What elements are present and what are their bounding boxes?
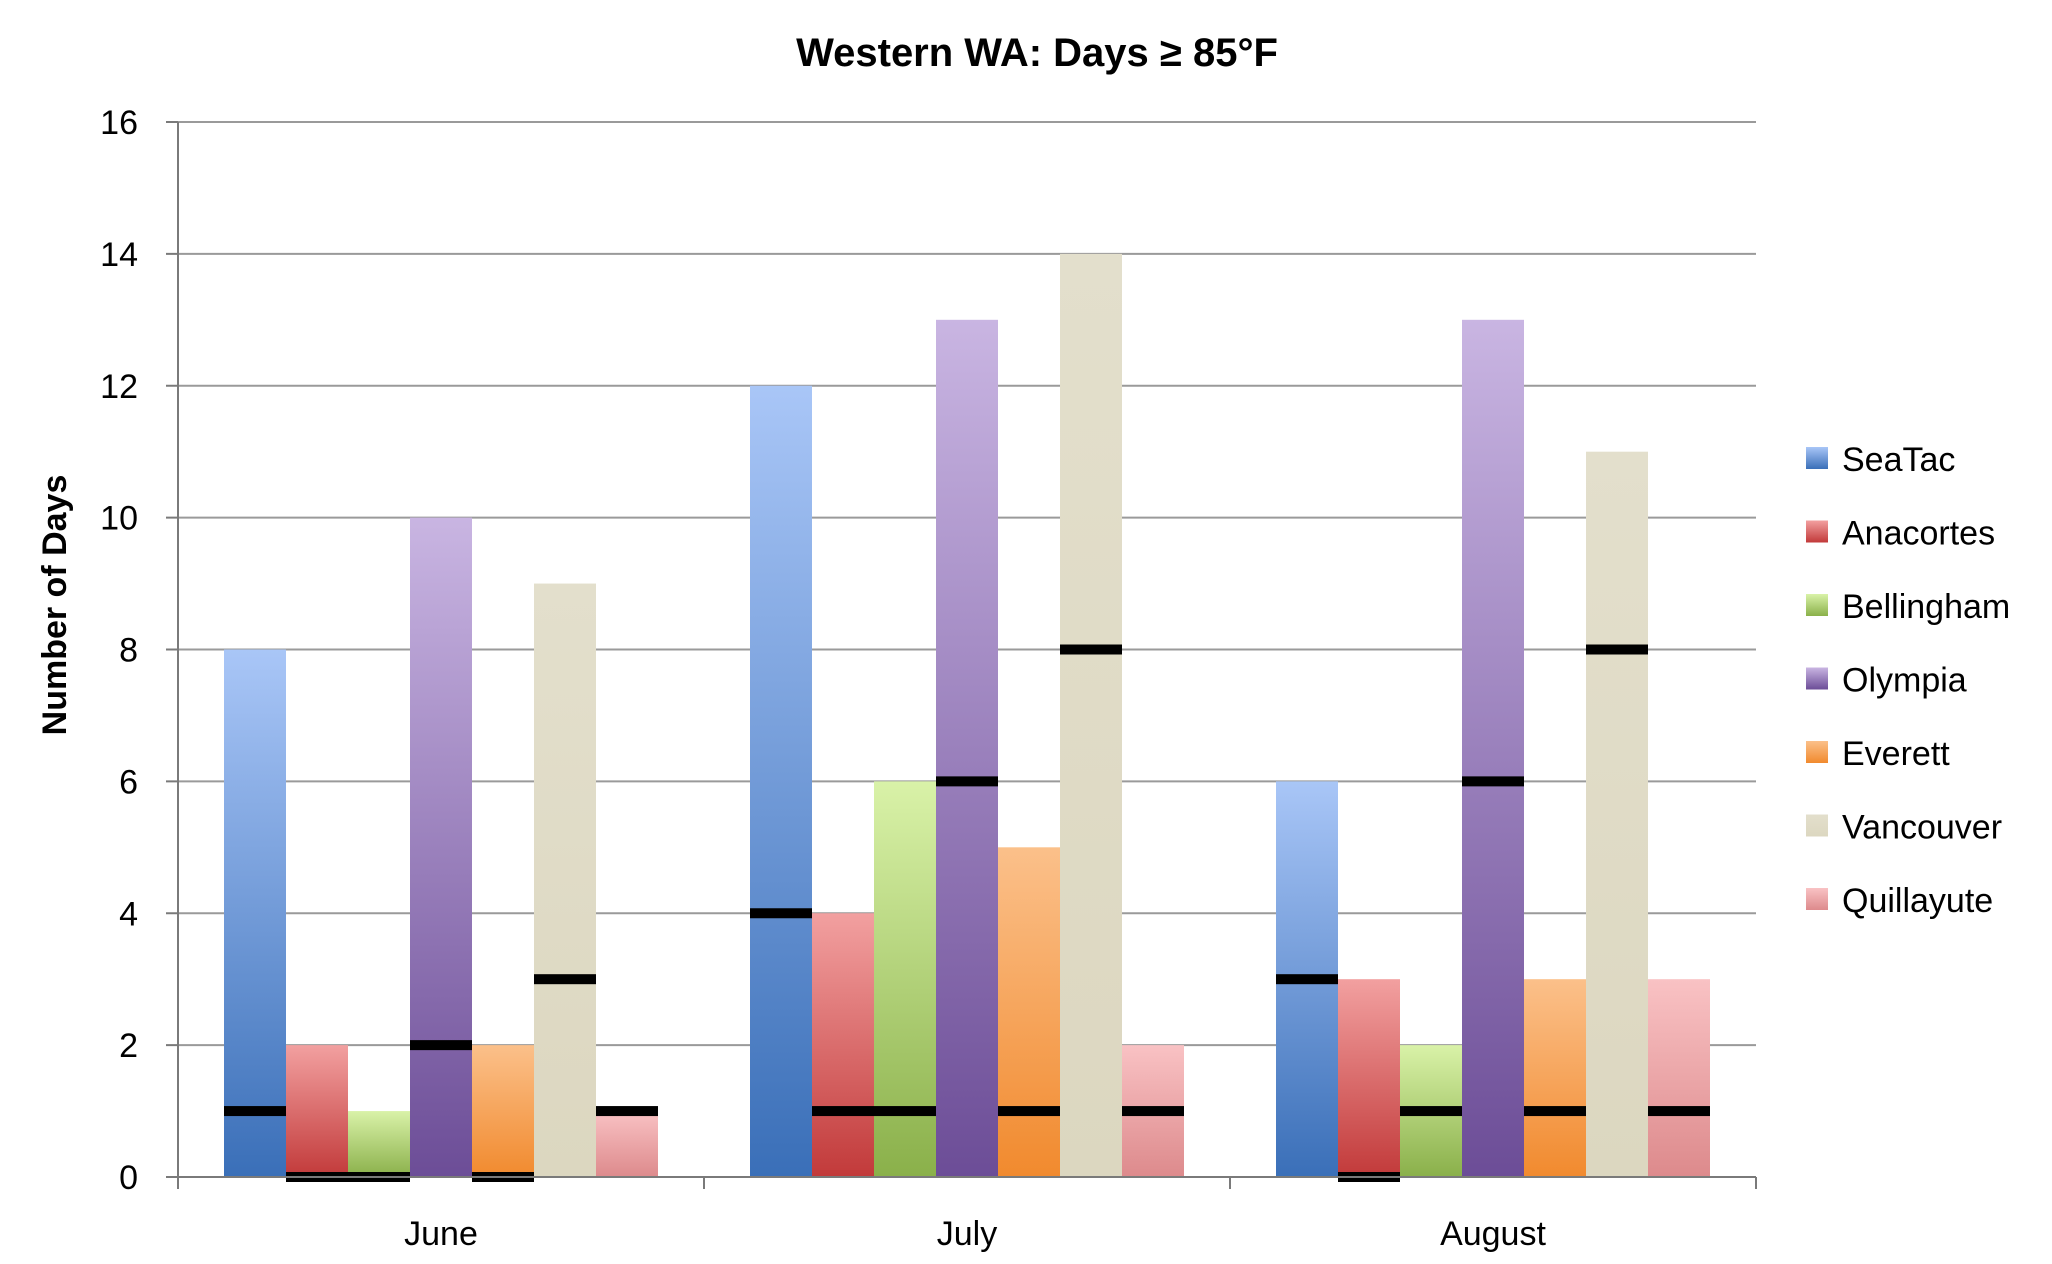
marker-olympia-june [410, 1040, 472, 1051]
y-tick-labels: 0 2 4 6 8 10 12 14 16 [100, 104, 138, 1197]
bar-vancouver-august [1586, 451, 1648, 1177]
legend-label-seatac: SeaTac [1842, 441, 1955, 479]
marker-vancouver-august [1586, 644, 1648, 655]
bar-olympia-june [410, 517, 472, 1177]
bar-quillayute-august [1648, 979, 1710, 1177]
legend-label-anacortes: Anacortes [1842, 515, 1995, 553]
bar-seatac-june [224, 649, 286, 1177]
y-tick-label: 14 [100, 236, 138, 274]
legend-swatch-vancouver [1806, 814, 1828, 837]
axes [166, 121, 1757, 1189]
bars [224, 253, 1710, 1177]
legend-swatch-anacortes [1806, 520, 1828, 543]
legend-label-olympia: Olympia [1842, 662, 1967, 700]
bar-seatac-july [750, 385, 812, 1177]
x-category-label: July [937, 1215, 997, 1253]
chart-title: Western WA: Days ≥ 85°F [796, 31, 1278, 75]
bar-olympia-august [1462, 319, 1524, 1177]
y-tick-label: 16 [100, 104, 138, 142]
marker-olympia-august [1462, 776, 1524, 787]
x-category-label: August [1440, 1215, 1546, 1253]
legend-swatch-everett [1806, 741, 1828, 763]
bar-anacortes-august [1338, 979, 1400, 1177]
marker-quillayute-june [596, 1106, 658, 1117]
x-category-label: June [404, 1215, 478, 1253]
legend-label-vancouver: Vancouver [1842, 809, 2002, 847]
marker-seatac-july [750, 908, 812, 919]
bar-everett-august [1524, 979, 1586, 1177]
bar-vancouver-july [1060, 253, 1122, 1177]
bar-vancouver-june [534, 583, 596, 1177]
y-axis-label: Number of Days [36, 475, 74, 736]
bar-everett-june [472, 1045, 534, 1177]
legend-label-bellingham: Bellingham [1842, 588, 2010, 626]
legend-swatch-olympia [1806, 667, 1828, 690]
marker-quillayute-august [1648, 1106, 1710, 1117]
marker-bellingham-july [874, 1106, 936, 1117]
legend-label-everett: Everett [1842, 735, 1950, 773]
x-category-labels: June July August [404, 1215, 1546, 1253]
y-tick-label: 6 [119, 763, 138, 801]
y-tick-label: 8 [119, 632, 138, 670]
marker-bellingham-august [1400, 1106, 1462, 1117]
bar-quillayute-june [596, 1111, 658, 1177]
marker-everett-july [998, 1106, 1060, 1117]
y-tick-label: 0 [119, 1159, 138, 1197]
legend: SeaTac Anacortes Bellingham Olympia Everett V… [1806, 441, 2010, 920]
y-tick-label: 10 [100, 500, 138, 538]
y-tick-label: 12 [100, 368, 138, 406]
bar-anacortes-june [286, 1045, 348, 1177]
marker-vancouver-june [534, 974, 596, 985]
bar-anacortes-july [812, 913, 874, 1177]
marker-olympia-july [936, 776, 998, 787]
legend-swatch-bellingham [1806, 594, 1828, 616]
legend-swatch-seatac [1806, 447, 1828, 469]
marker-anacortes-july [812, 1106, 874, 1117]
bar-everett-july [998, 847, 1060, 1177]
legend-swatch-quillayute [1806, 888, 1828, 910]
y-tick-label: 4 [119, 895, 138, 933]
bar-bellingham-june [348, 1111, 410, 1177]
marker-vancouver-july [1060, 644, 1122, 655]
marker-everett-august [1524, 1106, 1586, 1117]
bar-olympia-july [936, 319, 998, 1177]
marker-quillayute-july [1122, 1106, 1184, 1117]
marker-seatac-august [1276, 974, 1338, 985]
y-tick-label: 2 [119, 1027, 138, 1065]
bar-bellingham-july [874, 781, 936, 1177]
marker-seatac-june [224, 1106, 286, 1117]
legend-label-quillayute: Quillayute [1842, 882, 1993, 920]
